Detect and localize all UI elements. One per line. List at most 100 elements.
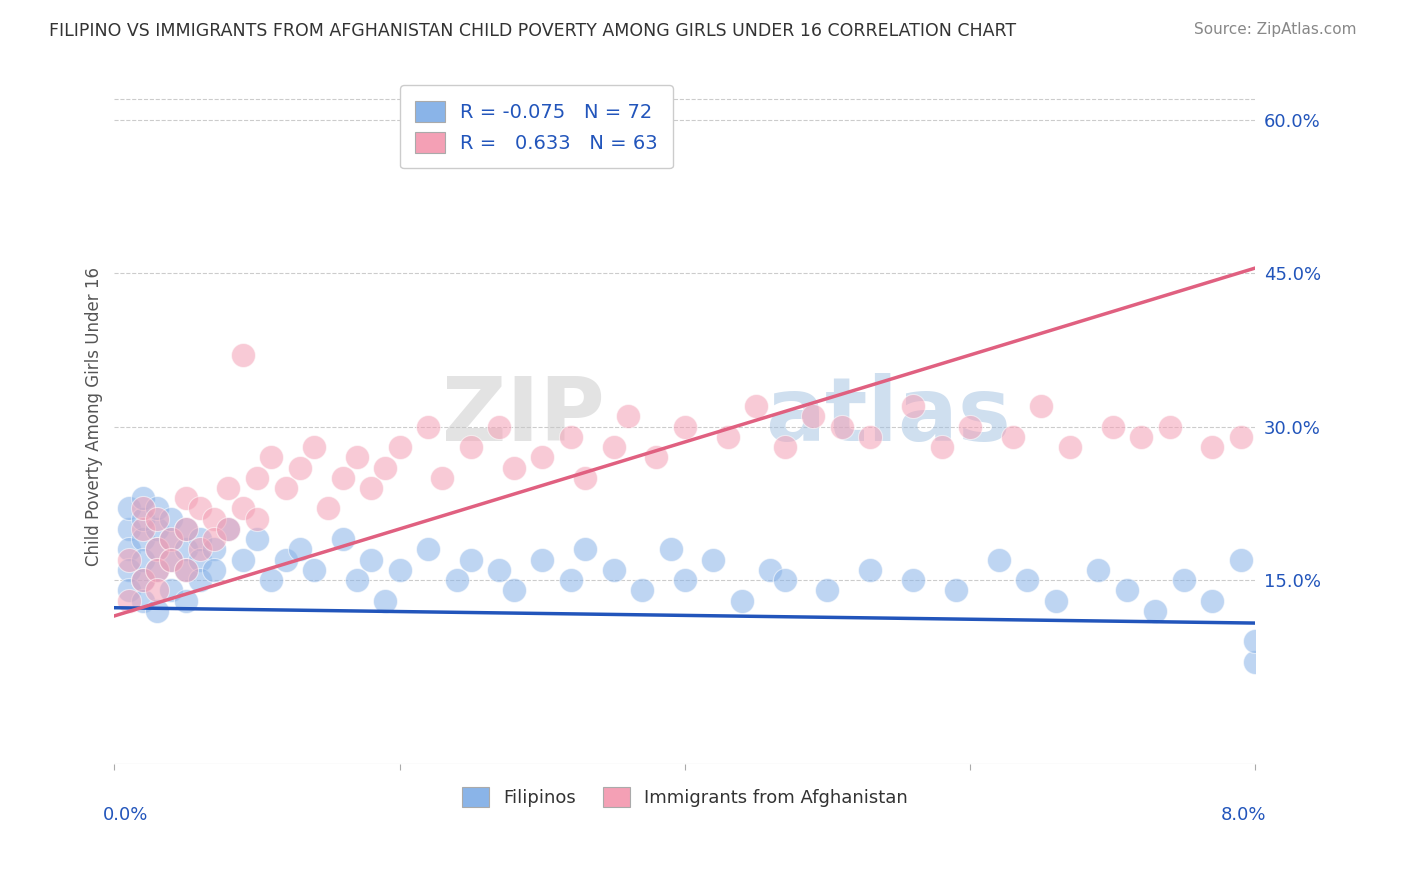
Point bbox=[132, 512, 155, 526]
Point bbox=[374, 460, 396, 475]
Point bbox=[218, 481, 240, 495]
Point bbox=[118, 552, 141, 566]
Point bbox=[1201, 593, 1223, 607]
Point bbox=[531, 450, 554, 465]
Point bbox=[174, 593, 197, 607]
Point bbox=[132, 532, 155, 546]
Point bbox=[360, 481, 382, 495]
Point bbox=[1201, 440, 1223, 454]
Point bbox=[1015, 573, 1038, 587]
Point bbox=[246, 532, 269, 546]
Point bbox=[174, 522, 197, 536]
Point bbox=[1230, 552, 1253, 566]
Point bbox=[1001, 430, 1024, 444]
Point bbox=[702, 552, 724, 566]
Point bbox=[274, 481, 297, 495]
Point bbox=[1230, 430, 1253, 444]
Point bbox=[132, 552, 155, 566]
Point bbox=[302, 563, 325, 577]
Point bbox=[959, 419, 981, 434]
Point bbox=[246, 471, 269, 485]
Point bbox=[146, 583, 169, 598]
Point bbox=[118, 563, 141, 577]
Point bbox=[673, 573, 696, 587]
Point bbox=[132, 593, 155, 607]
Point bbox=[1087, 563, 1109, 577]
Point bbox=[346, 573, 368, 587]
Point bbox=[1130, 430, 1153, 444]
Point bbox=[160, 532, 183, 546]
Point bbox=[202, 563, 225, 577]
Point bbox=[1031, 399, 1053, 413]
Point bbox=[659, 542, 682, 557]
Point bbox=[188, 501, 211, 516]
Point bbox=[488, 419, 510, 434]
Point bbox=[118, 542, 141, 557]
Point bbox=[901, 573, 924, 587]
Point bbox=[801, 409, 824, 424]
Point bbox=[160, 552, 183, 566]
Point bbox=[460, 552, 482, 566]
Point bbox=[188, 573, 211, 587]
Point bbox=[146, 512, 169, 526]
Point bbox=[202, 512, 225, 526]
Point bbox=[174, 563, 197, 577]
Point bbox=[460, 440, 482, 454]
Point bbox=[146, 501, 169, 516]
Point bbox=[574, 471, 596, 485]
Point bbox=[1101, 419, 1123, 434]
Y-axis label: Child Poverty Among Girls Under 16: Child Poverty Among Girls Under 16 bbox=[86, 267, 103, 566]
Point bbox=[631, 583, 654, 598]
Point bbox=[188, 542, 211, 557]
Point bbox=[388, 440, 411, 454]
Point bbox=[288, 542, 311, 557]
Point bbox=[987, 552, 1010, 566]
Point bbox=[118, 593, 141, 607]
Point bbox=[160, 532, 183, 546]
Point bbox=[332, 532, 354, 546]
Point bbox=[246, 512, 269, 526]
Text: FILIPINO VS IMMIGRANTS FROM AFGHANISTAN CHILD POVERTY AMONG GIRLS UNDER 16 CORRE: FILIPINO VS IMMIGRANTS FROM AFGHANISTAN … bbox=[49, 22, 1017, 40]
Point bbox=[560, 430, 582, 444]
Point bbox=[232, 552, 254, 566]
Point bbox=[418, 419, 440, 434]
Point bbox=[418, 542, 440, 557]
Point bbox=[574, 542, 596, 557]
Point bbox=[132, 491, 155, 506]
Point bbox=[132, 522, 155, 536]
Point bbox=[160, 512, 183, 526]
Point bbox=[274, 552, 297, 566]
Point bbox=[346, 450, 368, 465]
Point bbox=[1144, 604, 1167, 618]
Point bbox=[745, 399, 768, 413]
Text: Source: ZipAtlas.com: Source: ZipAtlas.com bbox=[1194, 22, 1357, 37]
Point bbox=[218, 522, 240, 536]
Point bbox=[118, 583, 141, 598]
Point bbox=[374, 593, 396, 607]
Point bbox=[188, 532, 211, 546]
Point bbox=[1059, 440, 1081, 454]
Point bbox=[132, 501, 155, 516]
Point bbox=[1173, 573, 1195, 587]
Point bbox=[160, 552, 183, 566]
Point bbox=[717, 430, 740, 444]
Point bbox=[174, 542, 197, 557]
Point bbox=[218, 522, 240, 536]
Point bbox=[174, 522, 197, 536]
Point bbox=[759, 563, 782, 577]
Point bbox=[1159, 419, 1181, 434]
Point bbox=[388, 563, 411, 577]
Point bbox=[446, 573, 468, 587]
Point bbox=[945, 583, 967, 598]
Point bbox=[432, 471, 454, 485]
Point bbox=[502, 583, 524, 598]
Text: 0.0%: 0.0% bbox=[103, 806, 149, 824]
Point bbox=[831, 419, 853, 434]
Text: ZIP: ZIP bbox=[443, 373, 605, 460]
Point bbox=[188, 552, 211, 566]
Point bbox=[202, 532, 225, 546]
Point bbox=[602, 563, 624, 577]
Point bbox=[174, 563, 197, 577]
Point bbox=[146, 563, 169, 577]
Point bbox=[815, 583, 838, 598]
